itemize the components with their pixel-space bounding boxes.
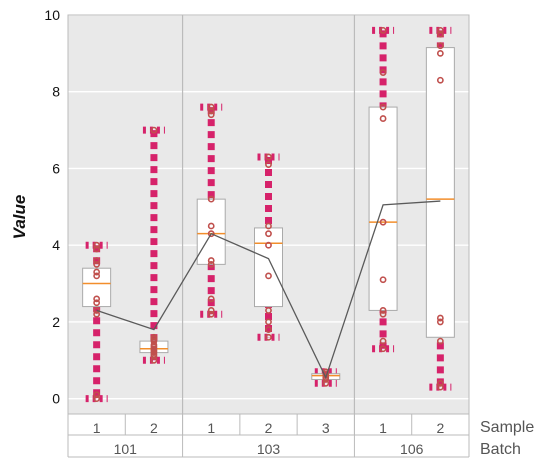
sample-label-b1-s0: 1 [207, 420, 215, 436]
point-b2-s0-3 [379, 307, 387, 314]
point-b2-s0-8 [379, 69, 387, 76]
point-b2-s0-1 [379, 337, 387, 345]
point-b0-s0-9 [93, 257, 101, 264]
chart-marks [82, 26, 455, 403]
point-b1-s0-9 [207, 107, 215, 115]
plot-background [68, 15, 469, 414]
sample-label-b0-s0: 1 [93, 420, 101, 436]
point-b1-s0-6 [207, 222, 215, 230]
point-b0-s0-10 [93, 245, 101, 253]
sample-label-b0-s1: 2 [150, 420, 158, 436]
point-b1-s1-3 [265, 307, 272, 314]
point-b1-s1-8 [265, 161, 272, 169]
point-b1-s1-1 [265, 326, 272, 333]
point-b0-s0-3 [93, 307, 101, 314]
y-tick-label-0: 0 [52, 391, 60, 407]
point-b2-s0-0 [379, 345, 387, 353]
point-b1-s0-4 [207, 257, 215, 264]
y-tick-label-2: 4 [52, 237, 60, 253]
category-axis-table: Sample Batch 1 2 101 1 2 3 103 1 2 106 [67, 414, 534, 458]
point-b1-s0-0 [207, 310, 215, 318]
point-b1-s1-4 [265, 272, 272, 280]
point-b1-s1-5 [265, 241, 272, 249]
row-title-sample: Sample [480, 419, 534, 436]
point-b2-s1-0 [436, 383, 444, 391]
point-b1-s0-3 [207, 260, 215, 268]
point-b2-s1-5 [436, 76, 444, 84]
point-b1-s0-7 [207, 195, 215, 203]
batch-label-1: 103 [257, 441, 281, 457]
point-b2-s0-6 [379, 115, 387, 122]
batch-label-0: 101 [114, 441, 138, 457]
box-b1-s1 [254, 227, 283, 308]
y-tick-label-4: 8 [52, 84, 60, 100]
point-b2-s0-5 [379, 218, 387, 226]
point-b1-s0-5 [207, 230, 215, 238]
point-b1-s1-2 [265, 318, 272, 326]
plot-border [67, 14, 470, 415]
point-b2-s1-6 [436, 49, 444, 57]
sample-label-b2-s0: 1 [379, 420, 387, 436]
batch-label-2: 106 [400, 441, 424, 457]
y-axis-label: Value [10, 195, 29, 240]
point-b0-s0-7 [93, 268, 101, 276]
point-b1-s0-10 [207, 103, 215, 111]
plot-panel [67, 14, 470, 415]
mean-line [96, 200, 441, 380]
point-b1-s0-1 [207, 307, 215, 314]
point-b0-s1-10 [150, 333, 158, 341]
y-tick-label-1: 2 [52, 314, 60, 330]
point-b0-s0-4 [93, 299, 101, 307]
point-b0-s0-0 [93, 395, 101, 403]
point-b2-s1-9 [436, 26, 444, 34]
sample-label-b2-s1: 2 [436, 420, 444, 436]
row-title-batch: Batch [480, 441, 521, 458]
point-b1-s1-0 [265, 333, 272, 341]
sample-label-b1-s1: 2 [265, 420, 273, 436]
point-b1-s1-6 [265, 230, 272, 238]
point-b2-s1-2 [436, 337, 444, 345]
point-b1-s0-8 [207, 111, 215, 119]
point-b2-s0-2 [379, 310, 387, 318]
point-b2-s1-4 [436, 314, 444, 322]
box-b2-s1 [425, 47, 455, 338]
point-b2-s1-3 [436, 318, 444, 326]
point-b2-s0-4 [379, 276, 387, 284]
sample-label-b1-s2: 3 [322, 420, 330, 436]
box-b2-s0 [368, 106, 398, 311]
point-b0-s0-6 [93, 272, 101, 280]
y-tick-label-5: 10 [44, 7, 60, 23]
y-axis: Value 0 2 4 6 8 10 [10, 7, 60, 407]
point-b2-s0-9 [379, 26, 387, 34]
point-b0-s0-8 [93, 260, 101, 268]
point-b0-s1-11 [150, 126, 158, 134]
point-b0-s0-11 [93, 241, 101, 249]
point-b2-s1-1 [436, 379, 444, 387]
point-b1-s0-2 [207, 295, 215, 303]
point-b0-s0-2 [93, 310, 101, 318]
point-b2-s1-7 [436, 42, 444, 50]
y-tick-label-3: 6 [52, 160, 60, 176]
point-b0-s0-5 [93, 295, 101, 303]
point-b1-s1-7 [265, 222, 272, 230]
point-b1-s1-9 [265, 153, 272, 161]
point-b0-s0-1 [93, 391, 101, 399]
point-b2-s1-8 [436, 30, 444, 38]
point-b2-s0-7 [379, 103, 387, 111]
